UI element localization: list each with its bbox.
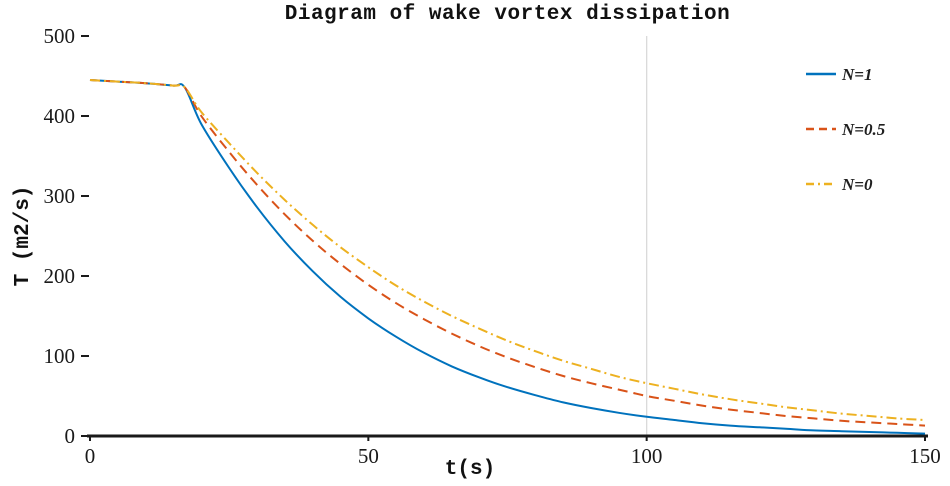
x-tick-label: 0: [85, 444, 96, 468]
legend-label-N=0.5: N=0.5: [841, 120, 886, 139]
x-axis-label: t(s): [444, 458, 496, 481]
x-tick-label: 150: [909, 444, 941, 468]
y-tick-label: 300: [44, 184, 76, 208]
y-tick-label: 500: [44, 24, 76, 48]
y-tick-label: 0: [65, 424, 76, 448]
series-line-N=0: [89, 79, 926, 421]
series-line-N=0.5: [89, 79, 926, 427]
x-tick-label: 50: [358, 444, 379, 468]
x-tick-label: 100: [631, 444, 663, 468]
y-tick-label: 100: [44, 344, 76, 368]
chart-title: Diagram of wake vortex dissipation: [284, 3, 731, 26]
legend-label-N=0: N=0: [841, 175, 873, 194]
series-line-N=1: [89, 79, 926, 435]
y-axis-label: T (m2/s): [12, 185, 35, 287]
legend-label-N=1: N=1: [841, 65, 872, 84]
y-tick-label: 400: [44, 104, 76, 128]
y-tick-label: 200: [44, 264, 76, 288]
